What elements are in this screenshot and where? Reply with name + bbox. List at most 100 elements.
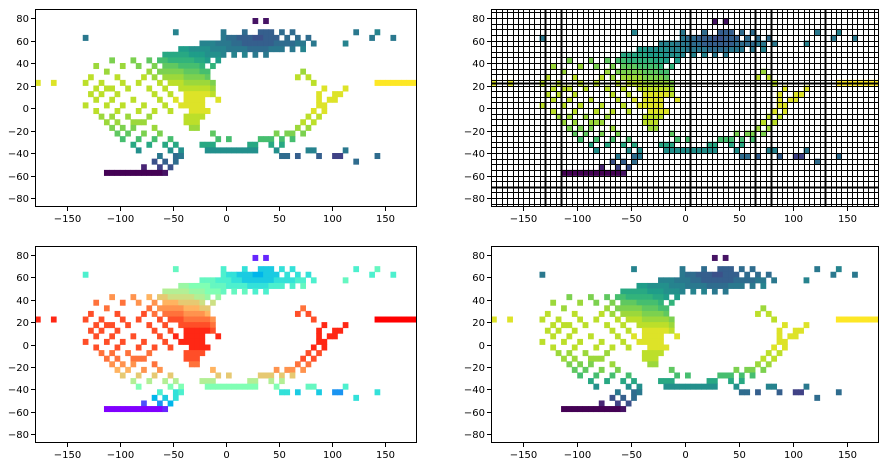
heatmap-cell [279,378,285,385]
heatmap-cell [188,119,195,126]
heatmap-cell [35,79,41,86]
heatmap-cell [257,266,264,273]
heatmap-cell [782,338,788,345]
heatmap-cell [103,68,110,75]
heatmap-cell [652,282,659,289]
heatmap-cell [577,361,584,368]
heatmap-cell [178,63,184,70]
heatmap-cell [782,85,788,92]
heatmap-cell [593,316,600,323]
heatmap-cell [711,147,718,154]
heatmap-cell [114,406,121,413]
heatmap-cell [771,147,778,154]
heatmap-cell [353,266,360,273]
heatmap-cell [641,288,648,295]
heatmap-cell [321,108,328,115]
heatmap-cell [604,294,610,301]
heatmap-cell [663,147,670,154]
heatmap-cell [194,299,200,306]
heatmap-cell [566,350,573,357]
heatmap-cell [310,147,317,154]
heatmap-cell [571,344,578,351]
heatmap-cell [146,305,153,312]
heatmap-cell [658,74,664,81]
heatmap-cell [685,383,691,390]
heatmap-cell [733,40,740,47]
y-tick-label: −80 [464,430,485,441]
heatmap-cell [636,68,643,75]
heatmap-cell [679,266,686,273]
heatmap-cell [103,406,110,413]
x-tick-label: 50 [733,450,746,461]
heatmap-cell [544,74,551,81]
y-tick-label: 40 [16,59,29,70]
heatmap-cell [701,288,707,295]
heatmap-cell [609,124,616,131]
heatmap-cell [151,310,158,317]
heatmap-cell [82,316,89,323]
heatmap-cell [135,108,142,115]
heatmap-cell [507,316,513,323]
heatmap-cell [284,366,291,373]
heatmap-cell [588,361,594,368]
heatmap-cell [151,394,158,401]
heatmap-cell [571,327,578,334]
heatmap-cell [210,91,216,98]
heatmap-cell [268,46,275,53]
heatmap-cell [210,40,216,47]
heatmap-cell [625,327,632,334]
heatmap-cell [162,299,169,306]
heatmap-cell [539,271,546,278]
heatmap-cell [305,34,312,41]
heatmap-cell [162,288,169,295]
heatmap-cell [717,34,724,41]
heatmap-cell [614,130,621,137]
heatmap-cell [183,57,190,64]
heatmap-cell [722,282,729,289]
heatmap-cell [162,85,169,92]
heatmap-cell [183,350,190,357]
heatmap-cell [406,316,413,323]
heatmap-cell [663,74,670,81]
heatmap-cell [109,113,115,120]
heatmap-cell [103,305,110,312]
heatmap-cell [765,310,772,317]
heatmap-cell [798,153,804,160]
heatmap-cell [598,366,605,373]
heatmap-cell [679,383,686,390]
heatmap-cell [151,124,158,131]
heatmap-cell [674,40,681,47]
heatmap-cell [728,40,734,47]
heatmap-cell [199,96,206,103]
axes-frame [491,9,879,207]
heatmap-cell [722,46,729,53]
heatmap-cell [167,310,174,317]
heatmap-cell [792,389,799,396]
heatmap-cell [194,355,200,362]
heatmap-cell [294,361,301,368]
heatmap-cell [316,91,322,98]
heatmap-cell [194,327,200,334]
heatmap-cell [782,344,788,351]
heatmap-cell [294,34,301,41]
heatmap-cell [641,119,648,126]
heatmap-cell [167,288,174,295]
heatmap-cell [722,18,729,25]
heatmap-cell [247,383,253,390]
heatmap-cell [157,57,163,64]
axes-frame [491,246,879,443]
heatmap-cell [711,18,718,25]
heatmap-cell [685,136,691,143]
heatmap-cell [663,288,670,295]
heatmap-cell [252,18,259,25]
heatmap-cell [625,108,632,115]
heatmap-cell [760,355,767,362]
heatmap-cell [204,322,211,329]
heatmap-cell [103,119,110,126]
heatmap-cell [241,282,248,289]
heatmap-cell [609,361,616,368]
heatmap-cell [577,169,584,176]
heatmap-cell [157,406,163,413]
heatmap-cell [588,378,594,385]
heatmap-cell [411,79,417,86]
